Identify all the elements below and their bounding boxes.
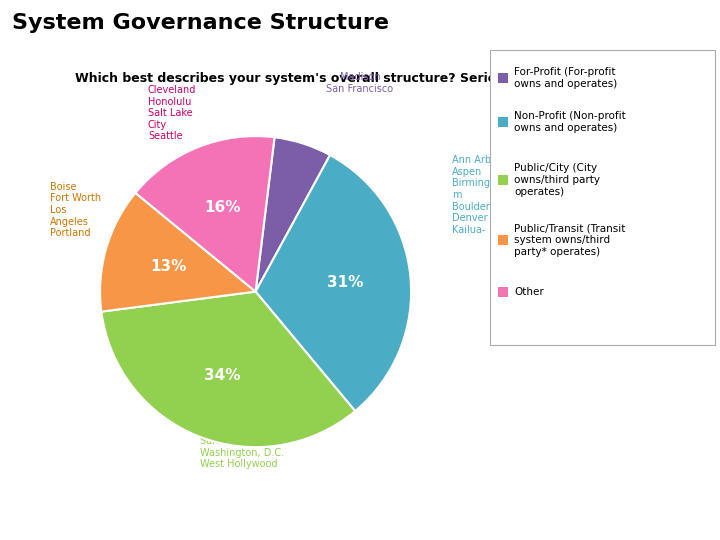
Bar [498,175,508,185]
Bar [498,235,508,245]
Wedge shape [256,155,411,411]
Text: Ann Arbor
Aspen
Birmingha
m
Boulder
Denver
Kailua-: Ann Arbor Aspen Birmingha m Boulder Denv… [452,155,503,235]
Bar [498,117,508,127]
Text: Non-Profit (Non-profit
owns and operates): Non-Profit (Non-profit owns and operates… [514,111,626,133]
Text: Public/Transit (Transit
system owns/third
party* operates): Public/Transit (Transit system owns/thir… [514,224,626,256]
Wedge shape [135,136,274,292]
Wedge shape [256,137,330,292]
Text: Madison
San Francisco: Madison San Francisco [326,72,394,93]
Text: 31%: 31% [327,275,364,291]
Bar [498,73,508,83]
Text: Which best describes your system's overall structure? Series: Which best describes your system's overa… [75,72,503,85]
Text: Other: Other [514,287,544,297]
Wedge shape [100,193,256,312]
Text: For-Profit (For-profit
owns and operates): For-Profit (For-profit owns and operates… [514,67,617,89]
Text: Boise
Fort Worth
Los
Angeles
Portland: Boise Fort Worth Los Angeles Portland [50,182,101,238]
Text: Public/City (City
owns/third party
operates): Public/City (City owns/third party opera… [514,164,600,197]
Text: 34%: 34% [204,368,241,383]
Text: Cleveland
Honolulu
Salt Lake
City
Seattle: Cleveland Honolulu Salt Lake City Seattl… [148,85,197,141]
Text: 13%: 13% [150,259,187,274]
Text: 16%: 16% [204,200,240,215]
Bar [490,50,715,345]
Bar [498,287,508,297]
Wedge shape [102,292,355,447]
Text: Austin
Boston
Chicago
Hamilton
Milwaukee
Philadelphia
Richmond
Santa Monica
Wash: Austin Boston Chicago Hamilton Milwaukee… [200,355,284,469]
Text: System Governance Structure: System Governance Structure [12,13,389,33]
